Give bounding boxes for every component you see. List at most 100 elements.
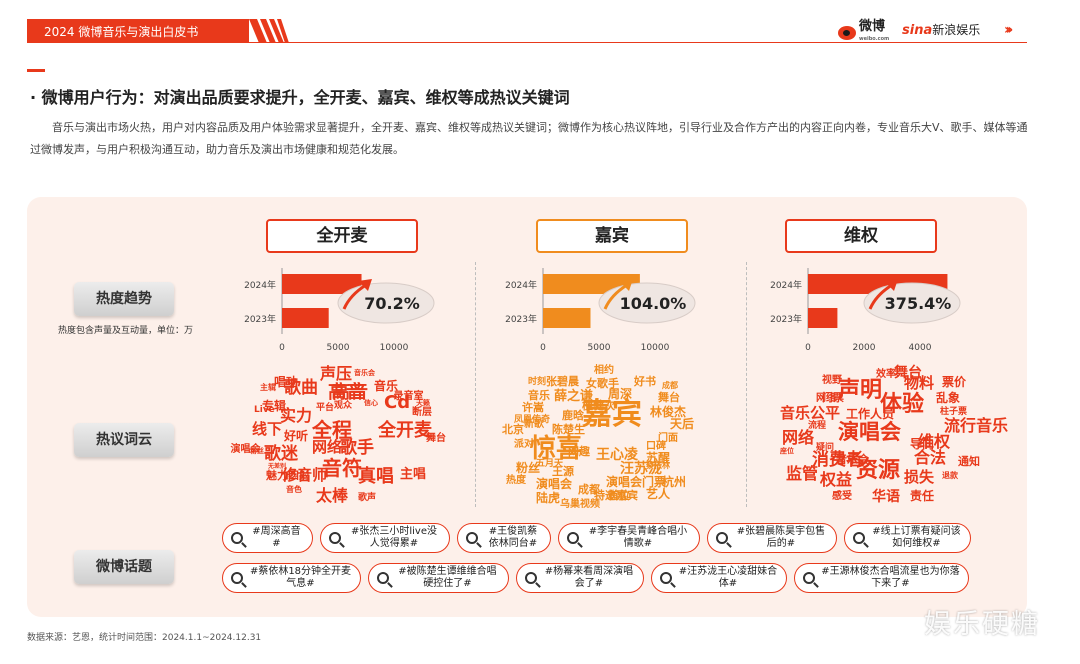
topic-text: #王俊凯蔡依林同台# — [484, 526, 542, 550]
cloud-word: 真唱 — [358, 468, 394, 486]
cloud-word: 好书 — [634, 376, 656, 387]
search-icon — [329, 532, 341, 544]
topic-text: #蔡依林18分钟全开麦气息# — [249, 566, 352, 590]
cloud-word: 成都 — [662, 382, 678, 390]
cloud-word: 全程 — [312, 420, 352, 440]
page-headline: · 微博用户行为：对演出品质要求提升，全开麦、嘉宾、维权等成热议关键词 — [30, 84, 570, 108]
topic-text: #杨幂来看周深演唱会了# — [543, 566, 635, 590]
section-label-topics: 微博话题 — [74, 550, 174, 584]
topic-pill[interactable]: #王俊凯蔡依林同台# — [457, 523, 551, 553]
category-label: 2024年 — [770, 279, 802, 291]
search-icon — [377, 572, 389, 584]
column-divider — [475, 262, 476, 507]
trend-chart-rights: 2024年 2023年 0 2000 4000 375.4% — [762, 266, 992, 356]
cloud-word: 声明 — [838, 380, 882, 402]
cloud-word: 歌声 — [358, 494, 376, 503]
cloud-word: 音乐会 — [354, 370, 375, 377]
cloud-word: 嘉宾 — [582, 400, 642, 430]
accent-line — [27, 69, 45, 72]
growth-value: 104.0% — [620, 294, 687, 313]
cloud-word: 平台 — [316, 404, 334, 413]
cloud-word: 相约 — [594, 366, 614, 376]
bar-2023年 — [282, 308, 329, 328]
cloud-word: 时刻 — [528, 378, 546, 387]
trend-chart-guest: 2024年 2023年 0 5000 10000 104.0% — [497, 266, 727, 356]
cloud-word: 物料 — [904, 376, 934, 391]
search-icon — [803, 572, 815, 584]
cloud-word: 音色 — [286, 486, 302, 494]
topic-text: #被陈楚生谭维维合唱硬控住了# — [395, 566, 500, 590]
topic-pill[interactable]: #张碧晨陈昊宇包售后的# — [707, 523, 837, 553]
cloud-word: 舞台 — [658, 392, 680, 403]
word-cloud-kaimai: 主辑 唱功 歌曲 声压 音乐会 音乐 高音 高音 专辑 实力 平台 Live 观众 信心 Cd 断层 天籁 线下好… — [228, 364, 443, 509]
topic-text: #张杰三小时live没人觉得累# — [347, 526, 441, 550]
search-icon — [853, 532, 865, 544]
topic-text: #周深高音# — [249, 526, 304, 550]
cloud-word: 门票 — [822, 392, 844, 403]
tick-label: 4000 — [909, 343, 932, 353]
growth-value: 375.4% — [885, 294, 952, 313]
cloud-word: 资源 — [856, 460, 900, 482]
weibo-logo-sub: weibo.com — [859, 33, 889, 46]
tick-label: 0 — [540, 343, 546, 353]
intro-paragraph: 音乐与演出市场火热，用户对内容品质及用户体验需求显著提升，全开麦、嘉宾、维权等成… — [30, 117, 1035, 161]
topic-pill[interactable]: #王源林俊杰合唱流星也为你落下来了# — [794, 563, 969, 593]
cloud-word: 信心 — [364, 400, 378, 407]
topic-pill[interactable]: #被陈楚生谭维维合唱硬控住了# — [368, 563, 509, 593]
cloud-word: 声压 — [320, 366, 352, 382]
cloud-word: Live — [254, 406, 275, 415]
search-icon — [660, 572, 672, 584]
topic-pill[interactable]: #蔡依林18分钟全开麦气息# — [222, 563, 361, 593]
tick-label: 5000 — [327, 343, 350, 353]
topic-pill[interactable]: #汪苏泷王心凌甜妹合体# — [651, 563, 787, 593]
topic-text: #线上订票有疑问该如何维权# — [871, 526, 962, 550]
cloud-word: 观众 — [334, 402, 352, 411]
cloud-word: 合法 — [914, 450, 946, 466]
cloud-word: 热度 — [506, 476, 526, 486]
cloud-word: 演唱会 — [838, 422, 901, 443]
cloud-word: 好听 — [284, 430, 308, 442]
cloud-word: 歌手 — [340, 440, 374, 457]
topic-pill[interactable]: #杨幂来看周深演唱会了# — [516, 563, 644, 593]
cloud-word: 全开麦 — [378, 422, 432, 440]
watermark: 娱乐硬糖 — [924, 602, 1040, 641]
cloud-word: 断层 — [412, 408, 432, 418]
cloud-word: 主唱 — [400, 468, 426, 481]
category-label: 2023年 — [770, 313, 802, 325]
header-stripes — [249, 19, 289, 43]
topic-pill[interactable]: #线上订票有疑问该如何维权# — [844, 523, 971, 553]
cloud-word: 汪苏泷 — [620, 462, 662, 476]
cloud-word: 陆虎 — [536, 492, 560, 504]
category-label: 2023年 — [244, 313, 276, 325]
search-icon — [231, 532, 243, 544]
cloud-word: 修音师 — [282, 468, 327, 483]
cloud-word: 鹿晗 — [562, 410, 584, 421]
cloud-word: 新歌 — [524, 420, 544, 430]
weibo-logo-text: 微博 — [859, 19, 885, 34]
cloud-word: 歌迷 — [264, 446, 298, 463]
cloud-word: 北京 — [502, 424, 524, 435]
cloud-word: 天后 — [670, 418, 694, 430]
category-label: 2024年 — [244, 279, 276, 291]
cloud-word: 张碧晨 — [546, 376, 579, 387]
cloud-word: 口碑 — [646, 442, 666, 452]
weibo-logo: 微博 weibo.com — [838, 20, 889, 46]
section-label-trend: 热度趋势 — [74, 282, 174, 316]
cloud-word: 损失 — [904, 470, 934, 485]
cloud-word: 监管 — [786, 466, 818, 482]
search-icon — [466, 532, 478, 544]
cloud-word: 网络 — [312, 440, 342, 455]
sina-ent-text: 新浪娱乐 — [932, 23, 980, 37]
data-source-footnote: 数据来源：艺恩，统计时间范围：2024.1.1~2024.12.31 — [27, 630, 261, 643]
growth-value: 70.2% — [364, 294, 420, 313]
tick-label: 10000 — [380, 343, 409, 353]
keyword-box-guest: 嘉宾 — [536, 219, 688, 253]
topic-pill[interactable]: #张杰三小时live没人觉得累# — [320, 523, 450, 553]
word-cloud-rights: 效率 舞台 视野 声明 物料 票价 网络 门票 乱象 音乐公平 工作人员 体验 柱子票 流程 流行音乐 网络演… — [768, 364, 983, 509]
cloud-word: 责任 — [910, 490, 934, 502]
cloud-word: 王心凌 — [596, 448, 638, 462]
topic-pill[interactable]: #李宇春吴青峰合唱小情歌# — [558, 523, 700, 553]
tick-label: 5000 — [588, 343, 611, 353]
topic-pill[interactable]: #周深高音# — [222, 523, 313, 553]
cloud-word: 太棒 — [316, 488, 348, 504]
